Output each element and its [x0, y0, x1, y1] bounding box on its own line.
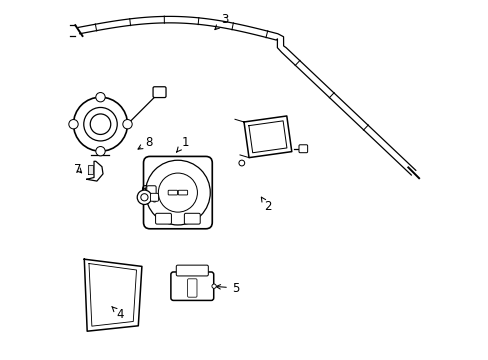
Polygon shape: [88, 165, 92, 174]
Text: 5: 5: [216, 282, 239, 294]
Text: 1: 1: [176, 136, 188, 152]
FancyBboxPatch shape: [150, 193, 158, 201]
Polygon shape: [84, 259, 142, 331]
FancyBboxPatch shape: [146, 186, 156, 199]
FancyBboxPatch shape: [143, 157, 212, 229]
Circle shape: [145, 160, 210, 225]
Text: 2: 2: [261, 197, 271, 213]
FancyBboxPatch shape: [170, 272, 213, 300]
Circle shape: [158, 173, 197, 212]
Circle shape: [69, 120, 78, 129]
Polygon shape: [87, 161, 103, 181]
Polygon shape: [244, 116, 291, 158]
Circle shape: [239, 160, 244, 166]
FancyBboxPatch shape: [153, 87, 166, 98]
Text: 3: 3: [214, 13, 228, 30]
Circle shape: [137, 190, 151, 204]
Text: 8: 8: [138, 136, 152, 149]
Circle shape: [122, 120, 132, 129]
FancyBboxPatch shape: [168, 190, 177, 195]
FancyBboxPatch shape: [176, 265, 208, 276]
FancyBboxPatch shape: [178, 190, 187, 195]
Circle shape: [96, 93, 105, 102]
Circle shape: [96, 147, 105, 156]
Text: 7: 7: [74, 163, 82, 176]
Circle shape: [211, 284, 216, 288]
Text: 6: 6: [140, 184, 147, 200]
Circle shape: [73, 97, 127, 151]
FancyBboxPatch shape: [155, 213, 171, 224]
Text: 4: 4: [112, 306, 124, 321]
FancyBboxPatch shape: [298, 145, 307, 153]
FancyBboxPatch shape: [184, 213, 200, 224]
